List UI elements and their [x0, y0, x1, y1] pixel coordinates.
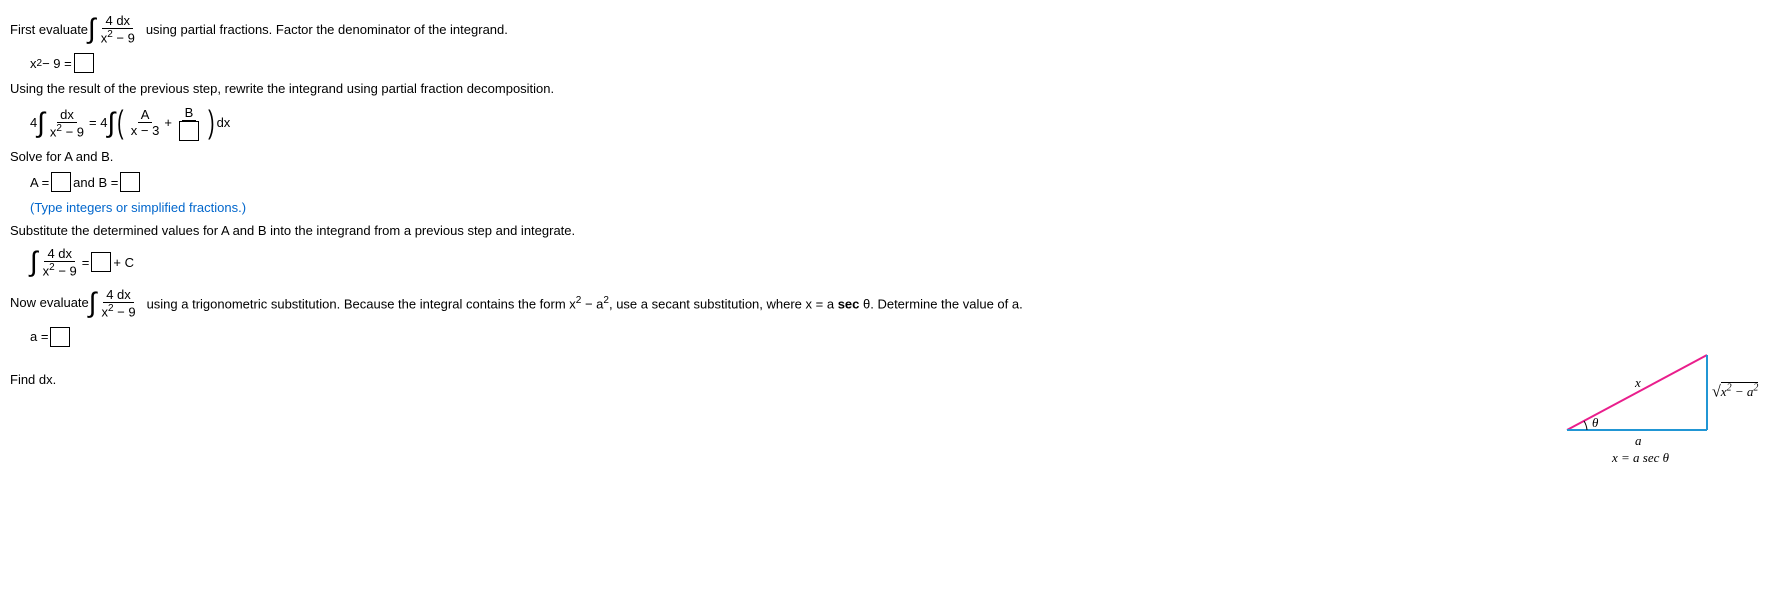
- integral-icon: ∫: [88, 13, 96, 45]
- step1-line: First evaluate ∫ 4 dx x2 − 9 using parti…: [10, 13, 1557, 45]
- result-input[interactable]: [91, 252, 111, 272]
- integral-icon: ∫: [30, 246, 38, 278]
- triangle-diagram: x √x2 − a2 θ a x = a sec θ: [1557, 5, 1777, 465]
- step5-prefix: Now evaluate: [10, 295, 89, 310]
- step4-line: Substitute the determined values for A a…: [10, 223, 1557, 238]
- a-value-input[interactable]: [50, 327, 70, 347]
- x-label: x: [1635, 375, 1641, 391]
- a-label: a: [1635, 433, 1642, 449]
- b-input[interactable]: [120, 172, 140, 192]
- type-hint: (Type integers or simplified fractions.): [30, 200, 1557, 215]
- partial-fraction-line: 4 ∫ dx x2 − 9 = 4 ∫ ( A x − 3 + B ) dx: [30, 104, 1557, 141]
- a-input[interactable]: [51, 172, 71, 192]
- step1-suffix: using partial fractions. Factor the deno…: [146, 22, 508, 37]
- factor-input[interactable]: [74, 53, 94, 73]
- a-value-line: a =: [30, 327, 1557, 347]
- integral-icon: ∫: [107, 107, 115, 139]
- integrand-fraction: 4 dx x2 − 9: [98, 13, 138, 45]
- num: 4 dx: [102, 13, 133, 29]
- triangle-caption: x = a sec θ: [1612, 450, 1669, 466]
- ab-block: A = and B = (Type integers or simplified…: [30, 172, 1557, 215]
- step3-line: Solve for A and B.: [10, 149, 1557, 164]
- step6-line: Find dx.: [10, 372, 1557, 387]
- result-line: ∫ 4 dx x2 − 9 = + C: [30, 246, 1557, 278]
- pf-den-input[interactable]: [179, 121, 199, 141]
- angle-arc: [1584, 421, 1587, 430]
- step5-line: Now evaluate ∫ 4 dx x2 − 9 using a trigo…: [10, 287, 1557, 319]
- triangle-svg: [1557, 345, 1737, 445]
- hypotenuse: [1567, 355, 1707, 430]
- step1-prefix: First evaluate: [10, 22, 88, 37]
- step2-line: Using the result of the previous step, r…: [10, 81, 1557, 96]
- den: x2 − 9: [98, 29, 138, 45]
- integral-icon: ∫: [37, 107, 45, 139]
- theta-label: θ: [1592, 415, 1598, 431]
- factor-line: x2 − 9 =: [30, 53, 1557, 73]
- sqrt-label: √x2 − a2: [1712, 383, 1758, 401]
- integral-icon: ∫: [89, 287, 97, 319]
